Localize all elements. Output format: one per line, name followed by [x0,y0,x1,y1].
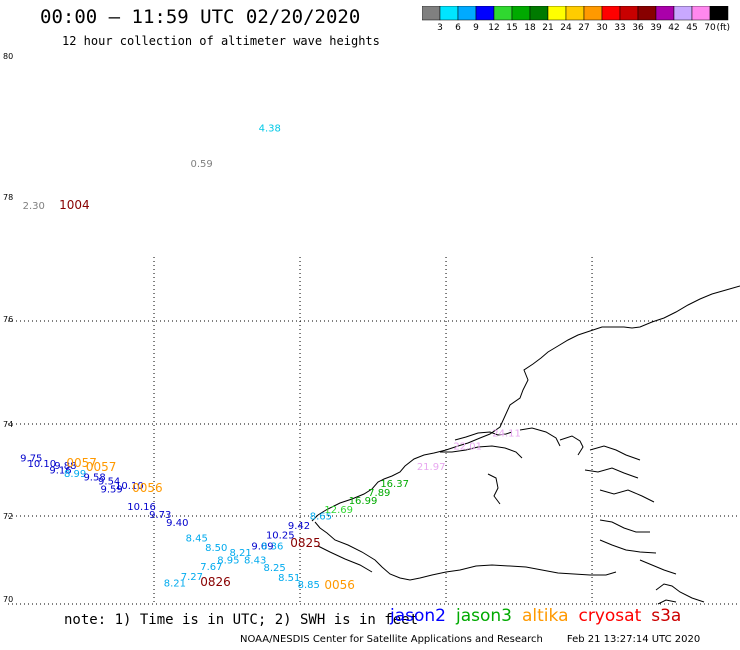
colorbar-unit: (ft) [716,23,730,33]
lat-tick-label: 70 [3,595,13,604]
credit-line: NOAA/NESDIS Center for Satellite Applica… [240,634,724,645]
colorbar-tick-label: 6 [455,23,461,33]
satellite-legend: jason2 jason3 altika cryosat s3a [390,606,691,626]
colorbar-tick-label: 70 [704,23,716,33]
wave-height-label: 8.51 [278,573,300,584]
wave-height-label: 9.73 [149,510,171,521]
wave-height-label: 16.37 [380,479,409,490]
colorbar-tick-label: 12 [488,23,499,33]
wave-height-label: 21.97 [417,462,446,473]
altimeter-observations: 4.380.592.30 10049.7510.109.88005700579.1… [20,124,521,592]
wave-height-label: 9.59 [100,485,122,496]
wave-height-label: 9.09 [251,541,273,552]
colorbar-tick-label: 39 [650,23,662,33]
wave-height-label: 16.99 [349,496,378,507]
wave-height-label: 10.10 [27,459,56,470]
lon-tick-label: 54 [442,604,452,605]
wave-height-label: 9.42 [288,521,310,532]
map-title: 00:00 – 11:59 UTC 02/20/2020 [40,6,361,28]
wave-height-label: 22.01 [453,441,482,452]
wave-height-label: 2.30 [23,201,45,212]
wave-height-label: 8.65 [310,512,332,523]
pass-time-label: 0825 [290,536,321,550]
footnote: note: 1) Time is in UTC; 2) SWH is in fe… [64,612,419,628]
wave-height-label: 8.36 [261,541,283,552]
wave-height-label: 8.43 [244,556,266,567]
pass-time-label: 0056 [324,578,355,592]
wave-height-label: 7.27 [181,572,203,583]
pass-time-label: 0057 [66,456,97,470]
wave-height-label: 8.21 [229,548,251,559]
colorbar-tick-label: 3 [437,23,443,33]
wave-height-label: 10.25 [266,530,295,541]
wave-height-label: 8.45 [186,534,208,545]
wave-height-label: 7.89 [368,488,390,499]
pass-time-label: 0057 [86,460,117,474]
wave-height-label: 10.16 [127,502,156,513]
wave-height-label: 9.88 [54,461,76,472]
wave-height-label: 24.11 [492,428,521,439]
colorbar-tick-label: 18 [524,23,536,33]
map-subtitle: 12 hour collection of altimeter wave hei… [62,34,380,48]
legend-entry-jason3: jason3 [456,606,512,626]
wave-height-label: 9.58 [83,473,105,484]
wave-height-label: 9.54 [98,477,120,488]
wave-height-label: 9.16 [49,466,71,477]
colorbar-swatch [709,6,729,21]
colorbar-tick-label: 33 [614,23,625,33]
wave-height-label: 4.38 [259,124,281,135]
wave-height-label: 9.40 [166,518,188,529]
lon-tick-label: 51 [296,604,306,605]
wave-height-label: 8.85 [298,580,320,591]
wave-height-label: 8.95 [217,556,239,567]
lon-tick-label: 60 [727,604,737,605]
colorbar-tick-label: 36 [632,23,644,33]
colorbar-tick-label: 45 [686,23,697,33]
lon-tick-label: 48 [150,604,160,605]
wave-height-label: 8.99 [64,469,86,480]
credit-timestamp: Feb 21 13:27:14 UTC 2020 [566,634,701,645]
colorbar-tick-label: 21 [542,23,553,33]
legend-entry-cryosat: cryosat [578,606,642,626]
colorbar-tick-label: 9 [473,23,479,33]
wave-height-label: 10.10 [115,481,144,492]
lon-tick-label: 45 [2,604,12,605]
legend-entry-s3a: s3a [651,606,682,626]
lat-tick-label: 80 [3,52,13,61]
legend-entry-jason2: jason2 [390,606,446,626]
colorbar-tick-label: 24 [560,23,572,33]
colorbar-tick-label: 42 [668,23,679,33]
wave-height-label: 8.50 [205,543,227,554]
coastline-novaya-zemlya [311,285,740,605]
wave-height-label: 7.67 [200,562,222,573]
wave-height-label: 8.21 [164,578,186,589]
wave-height-label: 8.25 [264,563,286,574]
wave-height-label: 0.59 [191,159,213,170]
graticule: 80 78 76 74 72 7045 48 51 54 57 60 [2,52,740,605]
wave-height-label: 9.75 [20,454,42,465]
lat-tick-label: 74 [3,420,13,429]
colorbar-tick-label: 27 [578,23,589,33]
legend-entry-altika: altika [522,606,569,626]
credit-org: NOAA/NESDIS Center for Satellite Applica… [240,634,543,645]
pass-time-label: 0056 [132,481,163,495]
colorbar-tick-label: 15 [506,23,517,33]
lon-tick-label: 57 [588,604,598,605]
pass-time-label: 1004 [59,198,90,212]
wave-height-label: 12.69 [324,505,353,516]
lat-tick-label: 78 [3,193,13,202]
lat-tick-label: 72 [3,512,13,521]
colorbar-tick-label: 30 [596,23,608,33]
wave-height-map: 80 78 76 74 72 7045 48 51 54 57 60 4.38 0.59 2.30 100… [2,52,740,605]
pass-time-label: 0826 [200,575,231,589]
lat-tick-label: 76 [3,315,13,324]
color-scale-bar: 3 6 9 12 15 18 21 24 27 30 33 36 39 42 45 70 (ft) [422,6,730,33]
